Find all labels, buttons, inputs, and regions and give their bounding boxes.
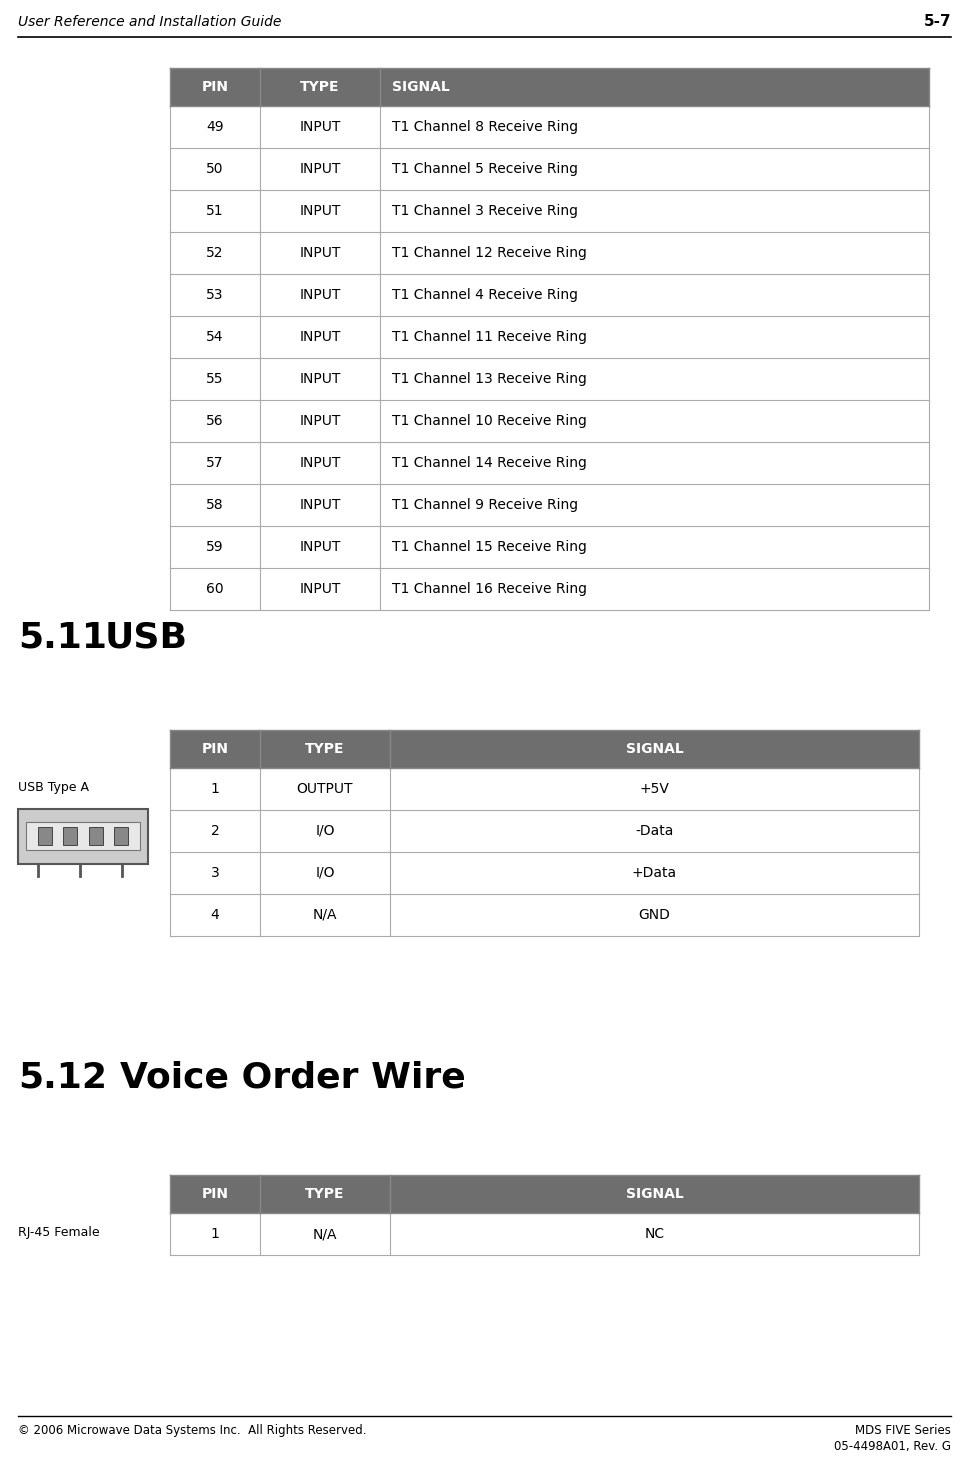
Text: INPUT: INPUT <box>299 581 341 596</box>
Text: T1 Channel 15 Receive Ring: T1 Channel 15 Receive Ring <box>392 540 587 553</box>
Text: INPUT: INPUT <box>299 457 341 470</box>
Text: 05-4498A01, Rev. G: 05-4498A01, Rev. G <box>834 1440 951 1453</box>
Text: INPUT: INPUT <box>299 371 341 386</box>
Text: RJ-45 Female: RJ-45 Female <box>18 1226 100 1239</box>
Text: 54: 54 <box>206 330 224 344</box>
Text: INPUT: INPUT <box>299 120 341 134</box>
Text: INPUT: INPUT <box>299 414 341 429</box>
Text: PIN: PIN <box>202 79 229 94</box>
Text: 60: 60 <box>206 581 224 596</box>
Text: INPUT: INPUT <box>299 247 341 260</box>
Text: 1: 1 <box>210 1227 219 1240</box>
Text: 2: 2 <box>210 824 219 838</box>
Text: INPUT: INPUT <box>299 288 341 302</box>
Text: INPUT: INPUT <box>299 498 341 512</box>
Text: INPUT: INPUT <box>299 161 341 176</box>
Text: INPUT: INPUT <box>299 330 341 344</box>
Text: T1 Channel 11 Receive Ring: T1 Channel 11 Receive Ring <box>392 330 587 344</box>
Text: SIGNAL: SIGNAL <box>626 1188 683 1201</box>
Text: © 2006 Microwave Data Systems Inc.  All Rights Reserved.: © 2006 Microwave Data Systems Inc. All R… <box>18 1424 366 1437</box>
Text: 3: 3 <box>210 866 219 879</box>
Text: Voice Order Wire: Voice Order Wire <box>120 1060 466 1094</box>
Text: INPUT: INPUT <box>299 204 341 219</box>
Text: 5.12: 5.12 <box>18 1060 107 1094</box>
Text: I/O: I/O <box>315 824 334 838</box>
Text: 49: 49 <box>206 120 224 134</box>
Text: USB Type A: USB Type A <box>18 781 89 794</box>
Text: T1 Channel 16 Receive Ring: T1 Channel 16 Receive Ring <box>392 581 587 596</box>
Text: -Data: -Data <box>636 824 673 838</box>
Text: 55: 55 <box>206 371 224 386</box>
Text: 5.11: 5.11 <box>18 619 107 655</box>
Text: TYPE: TYPE <box>305 1188 345 1201</box>
Text: GND: GND <box>639 909 671 922</box>
Text: User Reference and Installation Guide: User Reference and Installation Guide <box>18 15 281 29</box>
Text: 1: 1 <box>210 782 219 796</box>
Text: T1 Channel 13 Receive Ring: T1 Channel 13 Receive Ring <box>392 371 587 386</box>
Bar <box>26 822 140 850</box>
Text: T1 Channel 3 Receive Ring: T1 Channel 3 Receive Ring <box>392 204 578 219</box>
Bar <box>63 826 78 846</box>
Text: 53: 53 <box>206 288 224 302</box>
Text: T1 Channel 9 Receive Ring: T1 Channel 9 Receive Ring <box>392 498 578 512</box>
Text: NC: NC <box>644 1227 665 1240</box>
Text: USB: USB <box>105 619 188 655</box>
Text: 4: 4 <box>210 909 219 922</box>
Text: T1 Channel 14 Receive Ring: T1 Channel 14 Receive Ring <box>392 457 587 470</box>
Bar <box>170 68 929 106</box>
Text: PIN: PIN <box>202 1188 229 1201</box>
Bar <box>18 809 148 863</box>
Bar <box>89 826 103 846</box>
Text: T1 Channel 12 Receive Ring: T1 Channel 12 Receive Ring <box>392 247 587 260</box>
Text: 56: 56 <box>206 414 224 429</box>
Text: SIGNAL: SIGNAL <box>392 79 450 94</box>
Text: T1 Channel 10 Receive Ring: T1 Channel 10 Receive Ring <box>392 414 587 429</box>
Text: I/O: I/O <box>315 866 334 879</box>
Text: 5-7: 5-7 <box>923 15 951 29</box>
Bar <box>38 826 51 846</box>
Bar <box>170 730 919 768</box>
Text: PIN: PIN <box>202 741 229 756</box>
Text: +5V: +5V <box>640 782 670 796</box>
Bar <box>114 826 129 846</box>
Text: INPUT: INPUT <box>299 540 341 553</box>
Text: TYPE: TYPE <box>305 741 345 756</box>
Text: 52: 52 <box>206 247 224 260</box>
Text: T1 Channel 4 Receive Ring: T1 Channel 4 Receive Ring <box>392 288 578 302</box>
Text: MDS FIVE Series: MDS FIVE Series <box>855 1424 951 1437</box>
Text: T1 Channel 5 Receive Ring: T1 Channel 5 Receive Ring <box>392 161 578 176</box>
Text: 59: 59 <box>206 540 224 553</box>
Text: +Data: +Data <box>632 866 677 879</box>
Text: OUTPUT: OUTPUT <box>297 782 354 796</box>
Text: 50: 50 <box>206 161 224 176</box>
Text: SIGNAL: SIGNAL <box>626 741 683 756</box>
Text: 51: 51 <box>206 204 224 219</box>
Text: N/A: N/A <box>313 909 337 922</box>
Text: 58: 58 <box>206 498 224 512</box>
Text: 57: 57 <box>206 457 224 470</box>
Text: TYPE: TYPE <box>300 79 340 94</box>
Text: T1 Channel 8 Receive Ring: T1 Channel 8 Receive Ring <box>392 120 578 134</box>
Bar <box>170 1174 919 1213</box>
Text: N/A: N/A <box>313 1227 337 1240</box>
